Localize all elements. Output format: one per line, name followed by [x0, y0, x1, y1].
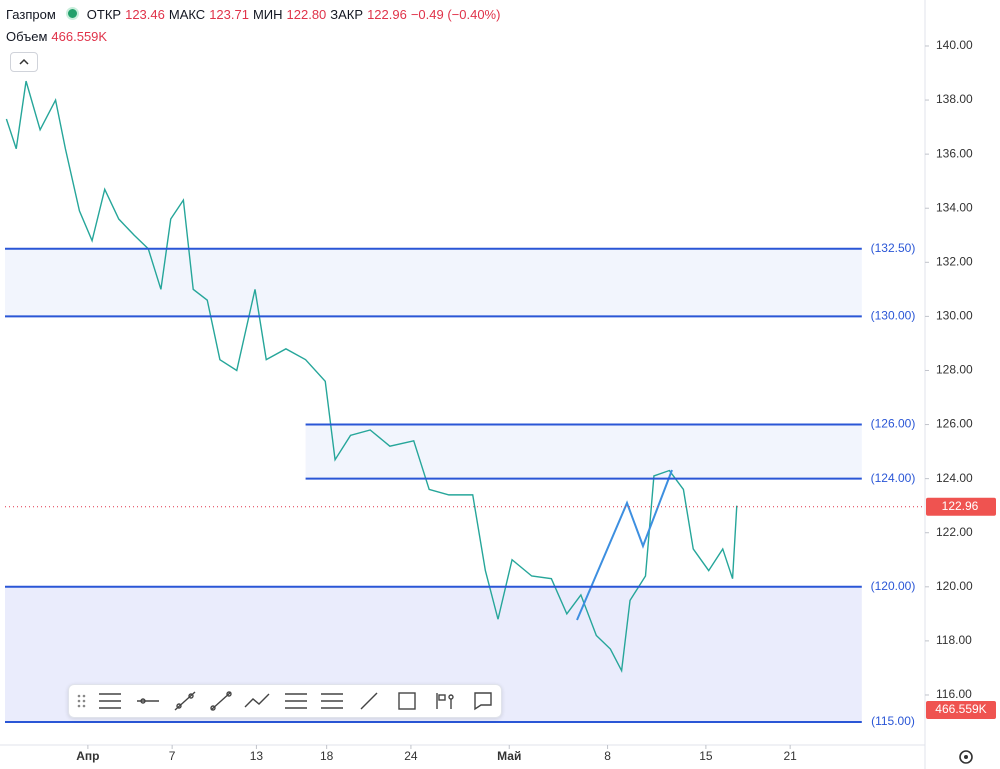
label: МАКС: [168, 7, 206, 22]
y-tick-label: 130.00: [936, 309, 973, 323]
volume-label: 466.559K: [935, 702, 986, 716]
level-label: (130.00): [871, 309, 916, 323]
tool[interactable]: [174, 691, 196, 711]
drag-handle[interactable]: [77, 694, 86, 708]
label: Объем: [6, 29, 48, 44]
user-drawing: [576, 469, 673, 621]
label: ОТКР: [86, 7, 122, 22]
tool[interactable]: [398, 692, 416, 710]
y-tick-label: 138.00: [936, 92, 973, 106]
ohlc-row: Газпром ОТКР 123.46 МАКС 123.71 МИН 122.80 ЗАКР…: [6, 6, 504, 28]
y-tick-label: 140.00: [936, 38, 973, 52]
y-tick-label: 126.00: [936, 417, 973, 431]
level-label: (126.00): [871, 417, 916, 431]
icon: [19, 58, 29, 65]
x-tick-label: 24: [404, 749, 418, 763]
zone: [5, 248, 862, 317]
y-tick-label: 128.00: [936, 363, 973, 377]
x-tick-label: 7: [169, 749, 176, 763]
level-label: (120.00): [871, 579, 916, 593]
x-tick-label: 8: [604, 749, 611, 763]
collapse-button[interactable]: [10, 52, 38, 72]
tool[interactable]: [99, 693, 121, 709]
value: 122.96: [367, 7, 407, 22]
level-label: (115.00): [871, 714, 915, 728]
price-line: [5, 80, 738, 673]
tool[interactable]: [244, 693, 270, 708]
y-tick-label: 136.00: [936, 146, 973, 160]
drawing-toolbar: [68, 684, 502, 718]
y-tick-label: 122.00: [936, 525, 973, 539]
level-label: (132.50): [871, 241, 916, 255]
x-tick-label: 13: [250, 749, 264, 763]
plot: [5, 80, 862, 723]
y-tick-label: 116.00: [936, 687, 972, 701]
tool[interactable]: [436, 693, 454, 709]
last-price-label: 122.96: [942, 499, 979, 513]
value: 466.559K: [51, 29, 108, 44]
value: 123.46: [125, 7, 165, 22]
change: −0.49 (−0.40%): [410, 7, 501, 22]
volume-badge: [926, 701, 996, 719]
tool[interactable]: [285, 693, 307, 709]
last-price-badge: [926, 497, 996, 516]
x-tick-label: 18: [320, 749, 334, 763]
y-tick-label: 120.00: [936, 579, 973, 593]
x-tick-label: 21: [783, 749, 797, 763]
symbol: Газпром: [6, 7, 56, 22]
zone: [305, 424, 862, 479]
x-tick-label: Апр: [76, 749, 99, 763]
legend-header: Газпром ОТКР 123.46 МАКС 123.71 МИН 122.80 ЗАКР…: [6, 6, 504, 50]
value: 122.80: [286, 7, 327, 22]
volume-row: Объем 466.559K: [6, 28, 504, 50]
y-tick-label: 132.00: [936, 254, 973, 268]
tool[interactable]: [321, 693, 343, 709]
y-tick-label: 118.00: [936, 633, 972, 647]
label: ЗАКР: [330, 7, 364, 22]
value: 123.71: [209, 7, 249, 22]
tool[interactable]: [210, 691, 232, 711]
y-tick-label: 134.00: [936, 200, 973, 214]
settings-icon[interactable]: [959, 750, 973, 764]
tool[interactable]: [137, 698, 159, 704]
tool[interactable]: [360, 692, 378, 710]
tool[interactable]: [474, 692, 492, 711]
level-label: (124.00): [871, 471, 916, 485]
toolbar-icons: [77, 691, 492, 711]
label: МИН: [252, 7, 283, 22]
x-tick-label: 15: [699, 749, 713, 763]
x-tick-label: Май: [497, 749, 521, 763]
overlay: (132.50) (130.00) (126.00) (124.00) (120.00)…: [5, 38, 996, 763]
y-tick-label: 124.00: [936, 471, 973, 485]
